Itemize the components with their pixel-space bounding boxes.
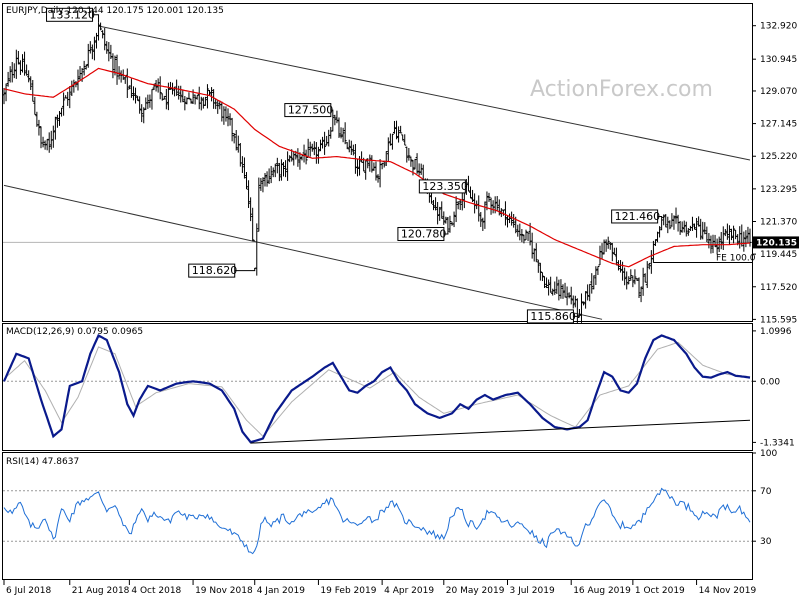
annotation-leader — [92, 14, 100, 23]
time-tick-label: 3 Jul 2019 — [509, 586, 554, 596]
macd-signal-line — [3, 341, 751, 438]
macd-axis: 1.0996 0.00 -1.3341 — [752, 327, 795, 448]
annotation-label: 120.780 — [401, 227, 447, 240]
symbol-header: EURJPY,Daily 120.144 120.175 120.001 120… — [6, 6, 224, 16]
price-tick-label: 119.445 — [760, 250, 797, 260]
annotation-leader — [573, 314, 580, 317]
time-tick-label: 4 Apr 2019 — [384, 586, 434, 596]
time-axis: 6 Jul 2018 21 Aug 2018 4 Oct 2018 19 Nov 20… — [3, 580, 757, 596]
rsi-title: RSI(14) 47.8637 — [6, 457, 79, 467]
annotation-leader — [234, 268, 256, 272]
price-channel-lines — [3, 25, 751, 320]
price-tick-label: 115.595 — [760, 315, 797, 325]
rsi-tick-label: 70 — [760, 487, 772, 497]
annotation-label: 133.120 — [50, 8, 96, 21]
macd-line — [2, 333, 751, 444]
price-tick-label: 117.520 — [760, 283, 797, 293]
time-tick-label: 1 Oct 2019 — [635, 586, 685, 596]
rsi-axis: 100 70 30 — [752, 449, 777, 547]
annotation-box — [418, 179, 466, 194]
annotation-leader — [443, 231, 449, 235]
annotation-box — [188, 263, 236, 278]
price-tick-label: 127.145 — [760, 120, 797, 130]
annotation-box — [526, 309, 574, 324]
annotation-label: 121.460 — [615, 210, 661, 223]
macd-tick-label: 1.0996 — [760, 327, 792, 337]
macd-title: MACD(12,26,9) 0.0795 0.0965 — [6, 327, 143, 337]
annotation-box — [284, 103, 332, 118]
rsi-line — [3, 487, 751, 555]
rsi-panel-frame — [2, 452, 753, 580]
channel-upper-line — [98, 25, 751, 161]
price-tick-label: 132.920 — [760, 22, 797, 32]
fe-label: FE 100.0 — [716, 254, 756, 264]
rsi-tick-label: 30 — [760, 537, 772, 547]
time-tick-label: 4 Oct 2018 — [131, 586, 181, 596]
macd-lines — [2, 333, 752, 444]
rsi-line — [3, 487, 752, 555]
price-ohlc-bars — [2, 22, 752, 324]
time-tick-label: 20 May 2019 — [446, 586, 505, 596]
annotation-box — [46, 7, 94, 22]
price-tick-label: 123.295 — [760, 185, 797, 195]
macd-tick-label: -1.3341 — [760, 438, 795, 448]
price-tick-label: 129.070 — [760, 87, 797, 97]
macd-panel-frame — [2, 323, 753, 451]
price-axis: 132.920 130.945 129.070 127.145 125.220 123.2… — [752, 22, 797, 325]
annotation-label: 127.500 — [288, 104, 334, 117]
time-tick-label: 19 Nov 2018 — [195, 586, 253, 596]
annotation-box — [397, 226, 445, 241]
time-tick-label: 6 Jul 2018 — [6, 586, 51, 596]
price-moving-average — [3, 67, 751, 268]
current-price-label: 120.135 — [756, 238, 797, 248]
price-panel-frame — [2, 3, 753, 322]
annotation-label: 115.860 — [530, 310, 576, 323]
rsi-tick-label: 100 — [760, 449, 777, 459]
annotation-label: 118.620 — [192, 264, 238, 277]
time-tick-label: 21 Aug 2018 — [72, 586, 130, 596]
price-tick-label: 125.220 — [760, 152, 797, 162]
macd-trendline — [250, 419, 751, 444]
watermark: ActionForex.com — [530, 77, 713, 102]
annotation-leader — [657, 215, 663, 220]
current-price-tag: 120.135 — [753, 236, 799, 249]
price-tick-label: 130.945 — [760, 55, 797, 65]
time-tick-label: 14 Nov 2019 — [699, 586, 757, 596]
price-tick-label: 121.370 — [760, 217, 797, 227]
macd-tick-label: 0.00 — [760, 377, 780, 387]
time-tick-label: 16 Aug 2019 — [573, 586, 631, 596]
time-tick-label: 4 Jan 2019 — [257, 586, 305, 596]
ma-line — [3, 67, 751, 268]
annotation-leader — [330, 109, 334, 118]
annotation-box — [611, 209, 659, 224]
annotation-label: 123.350 — [422, 180, 468, 193]
price-annotations: FE 100.0 133.120 127.500 123.350 120.780 118.… — [46, 7, 756, 324]
time-tick-label: 19 Feb 2019 — [320, 586, 376, 596]
channel-lower-line — [3, 184, 603, 320]
